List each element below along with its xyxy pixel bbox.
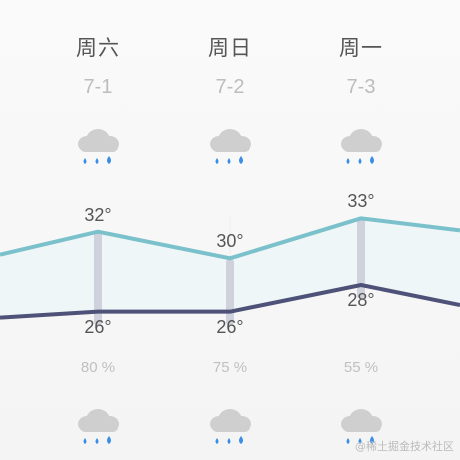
humidity-value: 75 % — [212, 359, 248, 376]
day-name: 周日 — [208, 36, 252, 60]
forecast-day-saturday[interactable]: 周六 7-1 32° 26° 80 % — [43, 0, 153, 460]
rain-cloud-icon — [341, 129, 382, 164]
watermark: @稀土掘金技术社区 — [355, 440, 454, 453]
temperature-range-bar — [226, 258, 234, 326]
low-temperature-line — [0, 283, 460, 320]
temperature-range-bar — [94, 231, 102, 326]
day-date: 7-2 — [215, 76, 245, 98]
high-temperature-line — [0, 216, 460, 261]
rain-cloud-icon — [78, 409, 119, 444]
rain-cloud-icon — [210, 129, 251, 164]
day-date: 7-3 — [346, 76, 376, 98]
day-name: 周一 — [339, 36, 383, 60]
forecast-day-monday[interactable]: 周一 7-3 33° 28° 55 % — [306, 0, 416, 460]
day-name: 周六 — [76, 36, 120, 60]
rain-cloud-icon — [78, 129, 119, 164]
high-temp-label: 30° — [216, 231, 244, 252]
high-temp-label: 33° — [347, 191, 375, 212]
humidity-value: 80 % — [80, 359, 116, 376]
day-date: 7-1 — [83, 76, 113, 98]
temperature-range-bar — [357, 218, 365, 299]
forecast-day-sunday[interactable]: 周日 7-2 30° 26° 75 % — [175, 0, 285, 460]
low-temp-label: 26° — [216, 316, 244, 337]
low-temp-label: 28° — [347, 290, 375, 310]
rain-cloud-icon — [210, 409, 251, 444]
low-temp-label: 26° — [84, 316, 112, 337]
high-temp-label: 32° — [84, 204, 112, 225]
rain-cloud-icon — [341, 409, 382, 444]
humidity-value: 55 % — [343, 359, 379, 376]
